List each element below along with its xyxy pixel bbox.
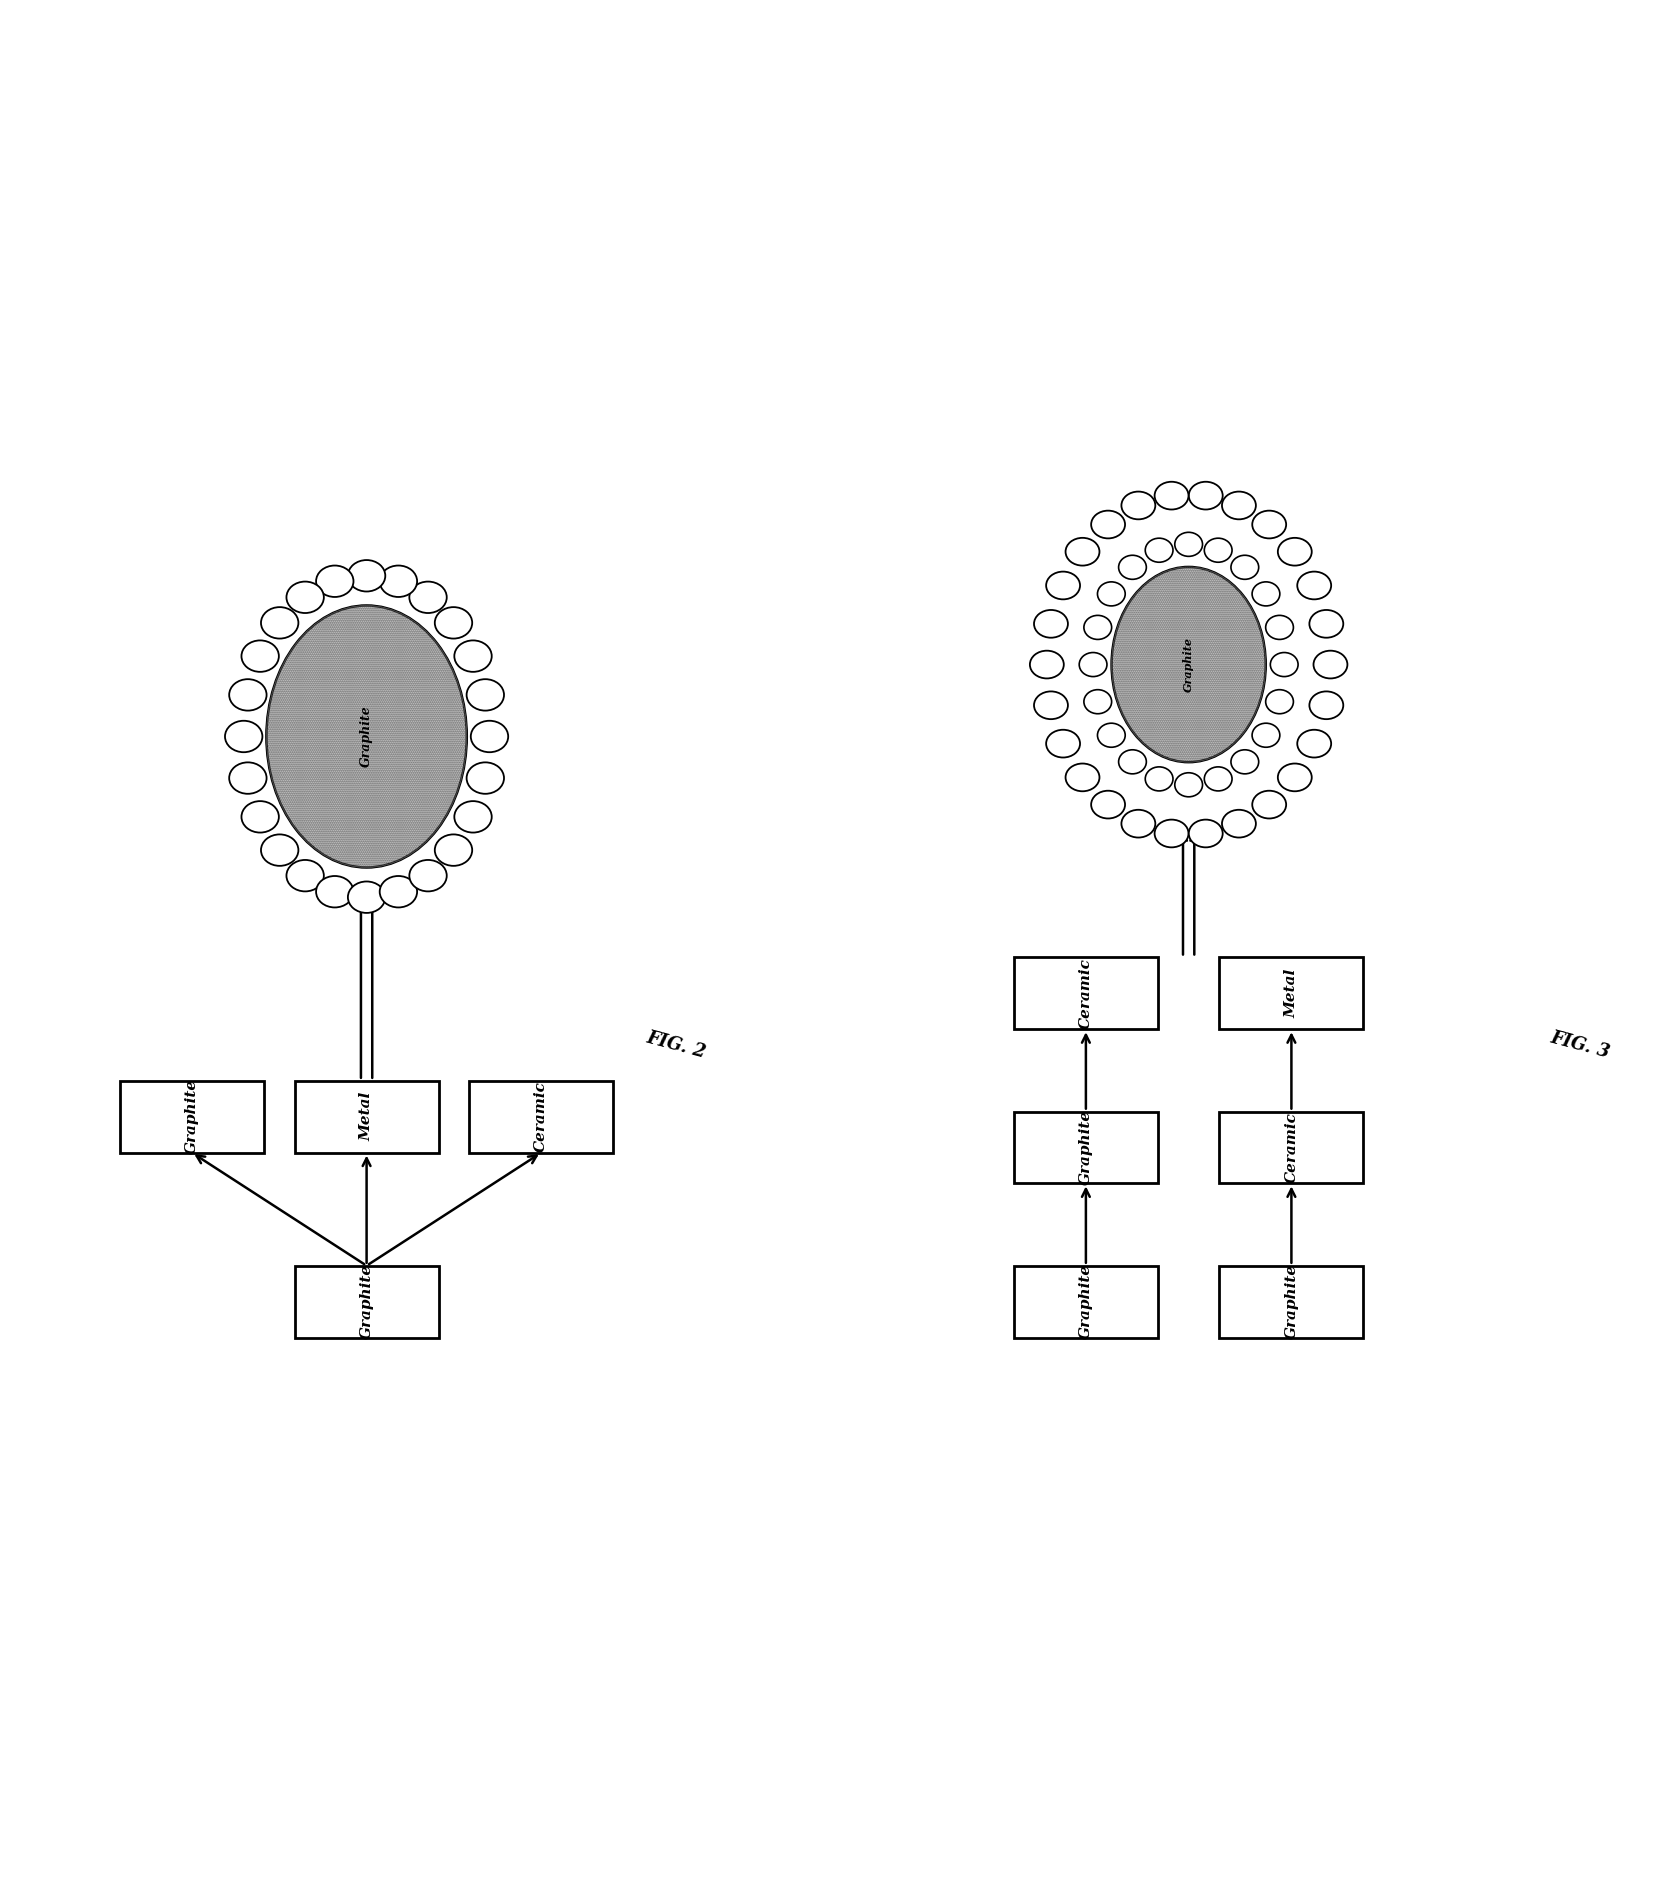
Text: FIG. 3: FIG. 3	[1548, 1029, 1611, 1061]
Ellipse shape	[348, 560, 384, 592]
Ellipse shape	[1251, 582, 1279, 607]
Bar	[1014, 957, 1157, 1029]
Ellipse shape	[454, 641, 492, 673]
Text: Graphite: Graphite	[1079, 1110, 1092, 1185]
Ellipse shape	[260, 835, 298, 867]
Ellipse shape	[1090, 791, 1125, 818]
Ellipse shape	[466, 763, 504, 793]
Ellipse shape	[1264, 690, 1292, 714]
Ellipse shape	[1269, 652, 1297, 676]
Ellipse shape	[1251, 511, 1286, 539]
Bar	[1014, 1112, 1157, 1183]
Ellipse shape	[1065, 763, 1099, 791]
Ellipse shape	[1309, 610, 1342, 637]
Ellipse shape	[434, 607, 472, 639]
Text: FIG. 2: FIG. 2	[643, 1029, 708, 1061]
Ellipse shape	[1229, 750, 1258, 774]
Ellipse shape	[1097, 723, 1125, 748]
Ellipse shape	[409, 582, 446, 612]
Ellipse shape	[229, 763, 267, 793]
Ellipse shape	[1264, 616, 1292, 639]
Ellipse shape	[1153, 482, 1188, 509]
Ellipse shape	[1296, 729, 1331, 757]
Ellipse shape	[1029, 650, 1064, 678]
Ellipse shape	[1046, 729, 1079, 757]
Ellipse shape	[379, 565, 418, 597]
Ellipse shape	[1251, 723, 1279, 748]
Bar	[1220, 1266, 1362, 1338]
Bar	[1220, 1112, 1362, 1183]
Text: Ceramic: Ceramic	[1284, 1112, 1297, 1183]
Ellipse shape	[1188, 482, 1221, 509]
Text: Metal: Metal	[1284, 968, 1297, 1017]
Bar	[469, 1081, 613, 1153]
Ellipse shape	[1296, 571, 1331, 599]
Ellipse shape	[225, 722, 262, 752]
Ellipse shape	[1065, 537, 1099, 565]
Ellipse shape	[1175, 533, 1201, 556]
Ellipse shape	[1175, 772, 1201, 797]
Ellipse shape	[1034, 691, 1067, 720]
Ellipse shape	[1203, 767, 1231, 791]
Text: Ceramic: Ceramic	[1079, 957, 1092, 1029]
Ellipse shape	[1145, 539, 1171, 561]
Ellipse shape	[1046, 571, 1079, 599]
Ellipse shape	[454, 801, 492, 833]
Ellipse shape	[1221, 492, 1254, 520]
Text: Graphite: Graphite	[360, 706, 373, 767]
Ellipse shape	[316, 876, 353, 908]
Ellipse shape	[1120, 810, 1155, 838]
Ellipse shape	[1278, 537, 1311, 565]
Ellipse shape	[1090, 511, 1125, 539]
Text: Graphite: Graphite	[1284, 1264, 1297, 1340]
Text: Graphite: Graphite	[186, 1080, 199, 1155]
Ellipse shape	[267, 605, 467, 867]
Ellipse shape	[466, 678, 504, 710]
Ellipse shape	[1110, 567, 1264, 763]
Ellipse shape	[1203, 539, 1231, 561]
Bar	[1014, 1266, 1157, 1338]
Text: Metal: Metal	[360, 1093, 373, 1142]
Ellipse shape	[1118, 556, 1145, 578]
Text: Graphite: Graphite	[1183, 637, 1193, 691]
Ellipse shape	[1251, 791, 1286, 818]
Ellipse shape	[1312, 650, 1347, 678]
Ellipse shape	[260, 607, 298, 639]
Text: Graphite: Graphite	[1079, 1264, 1092, 1340]
Ellipse shape	[1034, 610, 1067, 637]
Ellipse shape	[1084, 616, 1110, 639]
Ellipse shape	[471, 722, 509, 752]
Ellipse shape	[1118, 750, 1145, 774]
Ellipse shape	[1079, 652, 1107, 676]
Ellipse shape	[1084, 690, 1110, 714]
Ellipse shape	[1309, 691, 1342, 720]
Bar	[295, 1266, 437, 1338]
Ellipse shape	[242, 801, 278, 833]
Ellipse shape	[1153, 820, 1188, 848]
Text: Ceramic: Ceramic	[534, 1081, 548, 1153]
Bar	[119, 1081, 263, 1153]
Ellipse shape	[229, 678, 267, 710]
Ellipse shape	[316, 565, 353, 597]
Ellipse shape	[1097, 582, 1125, 607]
Bar	[295, 1081, 437, 1153]
Ellipse shape	[1229, 556, 1258, 578]
Ellipse shape	[409, 859, 446, 891]
Ellipse shape	[348, 882, 384, 914]
Ellipse shape	[434, 835, 472, 867]
Ellipse shape	[1120, 492, 1155, 520]
Ellipse shape	[242, 641, 278, 673]
Bar	[1220, 957, 1362, 1029]
Ellipse shape	[1278, 763, 1311, 791]
Ellipse shape	[379, 876, 418, 908]
Text: Graphite: Graphite	[360, 1264, 373, 1340]
Ellipse shape	[1145, 767, 1171, 791]
Ellipse shape	[1188, 820, 1221, 848]
Ellipse shape	[1221, 810, 1254, 838]
Ellipse shape	[287, 859, 323, 891]
Ellipse shape	[287, 582, 323, 612]
